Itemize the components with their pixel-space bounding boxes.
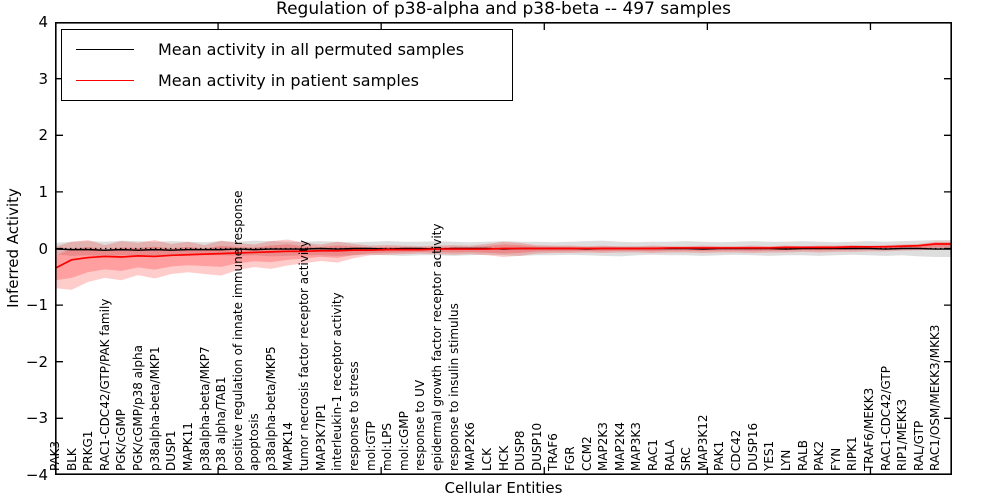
x-tick-label: PAK1 [712, 440, 727, 471]
legend-label-patient: Mean activity in patient samples [158, 71, 419, 90]
x-tick-label: RALB [795, 440, 810, 471]
x-tick-label: MAP3K3 [629, 422, 644, 471]
x-tick-label: DUSP1 [164, 430, 179, 471]
x-tick-label: positive regulation of innate immune res… [230, 190, 245, 471]
x-tick-label: TRAF6/MEKK3 [861, 387, 876, 471]
x-axis-title: Cellular Entities [444, 479, 563, 497]
x-tick-label: MAP2K6 [463, 422, 478, 471]
legend-item-permuted: Mean activity in all permuted samples [62, 34, 512, 65]
y-tick-label: 0 [38, 239, 48, 258]
x-tick-label: BLK [64, 448, 79, 471]
x-tick-label: mol:GTP [363, 421, 378, 471]
x-tick-label: PGK/cGMP [114, 409, 129, 471]
x-tick-label: mol:LPS [380, 423, 395, 471]
x-tick-label: DUSP16 [745, 422, 760, 471]
x-tick-label: RIPK1 [845, 436, 860, 471]
x-tick-label: RAC1/OSM/MEKK3/MKK3 [928, 324, 943, 471]
y-tick-label: −4 [25, 465, 48, 484]
x-tick-label: FYN [828, 447, 843, 471]
x-tick-label: RAC1-CDC42/GTP/PAK family [97, 298, 112, 471]
x-tick-label: p38 alpha/TAB1 [214, 376, 229, 471]
x-tick-label: SRC [679, 447, 694, 471]
x-tick-label: RAL/GTP [911, 420, 926, 471]
x-tick-label: RAC1-CDC42/GTP [878, 366, 893, 471]
x-tick-label: response to stress [347, 361, 361, 471]
x-tick-label: epidermal growth factor receptor activit… [430, 223, 445, 471]
y-tick-label: −2 [25, 352, 48, 371]
y-tick-label: 4 [38, 13, 48, 32]
x-tick-label: PRKG1 [81, 430, 96, 471]
x-tick-label: response to UV [413, 379, 428, 471]
x-tick-label: RIP1/MEKK3 [895, 398, 910, 471]
axes-frame [55, 22, 952, 475]
x-tick-label: MAP2K4 [612, 422, 627, 471]
x-tick-label: CDC42 [729, 429, 744, 471]
plot-area [55, 22, 952, 475]
x-tick-label: PGK/cGMP/p38 alpha [131, 345, 146, 471]
x-tick-label: apoptosis [247, 413, 262, 471]
legend-label-permuted: Mean activity in all permuted samples [158, 40, 465, 59]
legend-line-black-icon [76, 49, 134, 50]
x-tick-label: FGR [562, 446, 577, 471]
x-tick-label: MAPK14 [280, 422, 295, 471]
x-tick-label: CCM2 [579, 436, 594, 471]
x-tick-label: PAK3 [48, 440, 62, 471]
x-tick-label: MAP3K12 [695, 414, 710, 471]
y-tick-label: 1 [38, 182, 48, 201]
x-tick-label: PAK2 [812, 440, 827, 471]
legend: Mean activity in all permuted samples Me… [61, 29, 513, 101]
x-tick-label: RAC1 [646, 439, 660, 471]
x-tick-label: RALA [662, 439, 677, 471]
patient-mean-line [55, 243, 952, 270]
legend-line-red-icon [76, 80, 134, 81]
axis-tick-marks [56, 22, 951, 475]
x-tick-label: interleukin-1 receptor activity [330, 292, 345, 471]
x-tick-label: DUSP8 [513, 430, 528, 471]
x-tick-label: response to insulin stimulus [446, 303, 461, 471]
x-tick-label: DUSP10 [529, 422, 544, 471]
x-tick-label: YES1 [762, 440, 777, 471]
x-tick-label: HCK [496, 445, 511, 471]
y-tick-label: −1 [25, 296, 48, 315]
y-tick-label: 2 [38, 126, 48, 145]
x-tick-label: MAP2K3 [596, 422, 611, 471]
x-tick-label: MAP3K7IP1 [313, 403, 328, 471]
chart-title: Regulation of p38-alpha and p38-beta -- … [276, 0, 731, 19]
legend-item-patient: Mean activity in patient samples [62, 65, 512, 96]
x-tick-label: p38alpha-beta/MKP7 [197, 346, 212, 471]
x-tick-label: mol:cGMP [396, 411, 411, 471]
x-tick-label: TRAF6 [546, 433, 561, 471]
x-tick-label: LCK [479, 448, 494, 471]
y-tick-label: 3 [38, 69, 48, 88]
x-tick-label: LYN [778, 449, 793, 471]
x-tick-label: MAPK11 [180, 422, 195, 471]
x-tick-label: p38alpha-beta/MKP5 [263, 346, 278, 471]
x-tick-label: p38alpha-beta/MKP1 [147, 346, 162, 471]
y-tick-label: −3 [25, 409, 48, 428]
x-tick-label: tumor necrosis factor receptor activity [297, 240, 312, 471]
